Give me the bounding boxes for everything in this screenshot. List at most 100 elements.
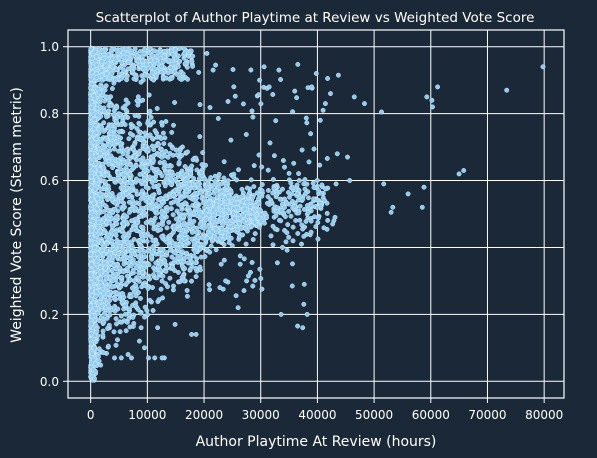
scatter-point bbox=[103, 266, 107, 270]
scatter-point bbox=[111, 255, 115, 259]
scatter-point bbox=[205, 247, 209, 251]
scatter-point bbox=[106, 291, 110, 295]
scatter-point bbox=[106, 196, 110, 200]
scatter-point bbox=[157, 298, 161, 302]
scatter-point bbox=[153, 268, 157, 272]
scatter-point bbox=[132, 237, 136, 241]
scatter-point bbox=[187, 256, 191, 260]
scatter-point bbox=[256, 93, 260, 97]
scatter-point bbox=[164, 171, 168, 175]
scatter-point bbox=[171, 213, 175, 217]
scatter-point bbox=[541, 65, 545, 69]
scatter-point bbox=[163, 49, 167, 53]
scatter-point bbox=[96, 252, 100, 256]
scatter-point bbox=[102, 109, 106, 113]
scatter-point bbox=[214, 227, 218, 231]
scatter-point bbox=[89, 144, 93, 148]
scatter-point bbox=[205, 208, 209, 212]
scatter-point bbox=[108, 144, 112, 148]
scatter-point bbox=[129, 125, 133, 129]
scatter-point bbox=[145, 239, 149, 243]
scatter-point bbox=[178, 46, 182, 50]
scatter-point bbox=[258, 208, 262, 212]
scatter-point bbox=[106, 344, 110, 348]
scatter-point bbox=[167, 220, 171, 224]
scatter-point bbox=[271, 177, 275, 181]
scatter-point bbox=[165, 209, 169, 213]
scatter-point bbox=[130, 49, 134, 53]
scatter-point bbox=[213, 174, 217, 178]
scatter-point bbox=[285, 231, 289, 235]
scatter-point bbox=[157, 170, 161, 174]
scatter-point bbox=[290, 284, 294, 288]
scatter-point bbox=[90, 197, 94, 201]
scatter-point bbox=[168, 276, 172, 280]
scatter-point bbox=[285, 248, 289, 252]
scatter-point bbox=[114, 78, 118, 82]
scatter-point bbox=[93, 240, 97, 244]
scatter-point bbox=[207, 201, 211, 205]
scatter-point bbox=[164, 196, 168, 200]
scatter-point bbox=[124, 303, 128, 307]
scatter-point bbox=[136, 255, 140, 259]
scatter-point bbox=[159, 247, 163, 251]
scatter-point bbox=[140, 236, 144, 240]
scatter-point bbox=[226, 99, 230, 103]
scatter-point bbox=[253, 231, 257, 235]
scatter-point bbox=[284, 201, 288, 205]
scatter-point bbox=[159, 136, 163, 140]
scatter-point bbox=[127, 316, 131, 320]
scatter-point bbox=[125, 168, 129, 172]
scatter-point bbox=[112, 147, 116, 151]
scatter-point bbox=[178, 59, 182, 63]
scatter-point bbox=[132, 166, 136, 170]
scatter-point bbox=[143, 305, 147, 309]
scatter-point bbox=[96, 196, 100, 200]
scatter-point bbox=[197, 176, 201, 180]
scatter-point bbox=[110, 268, 114, 272]
scatter-point bbox=[159, 120, 163, 124]
scatter-point bbox=[140, 59, 144, 63]
scatter-point bbox=[291, 185, 295, 189]
scatter-point bbox=[198, 268, 202, 272]
scatter-point bbox=[173, 251, 177, 255]
scatter-point bbox=[326, 218, 330, 222]
scatter-point bbox=[109, 48, 113, 52]
scatter-point bbox=[279, 208, 283, 212]
scatter-point bbox=[139, 80, 143, 84]
scatter-point bbox=[274, 119, 278, 123]
scatter-point bbox=[136, 59, 140, 63]
scatter-point bbox=[301, 197, 305, 201]
scatter-point bbox=[254, 204, 258, 208]
scatter-point bbox=[306, 196, 310, 200]
scatter-point bbox=[118, 48, 122, 52]
scatter-point bbox=[121, 270, 125, 274]
scatter-point bbox=[217, 172, 221, 176]
scatter-point bbox=[92, 213, 96, 217]
scatter-point bbox=[136, 103, 140, 107]
scatter-point bbox=[134, 177, 138, 181]
scatter-point bbox=[119, 285, 123, 289]
scatter-point bbox=[95, 178, 99, 182]
scatter-point bbox=[151, 177, 155, 181]
scatter-point bbox=[174, 217, 178, 221]
scatter-point bbox=[222, 258, 226, 262]
scatter-point bbox=[157, 190, 161, 194]
scatter-point bbox=[96, 311, 100, 315]
scatter-point bbox=[208, 195, 212, 199]
scatter-point bbox=[192, 198, 196, 202]
scatter-point bbox=[94, 161, 98, 165]
scatter-point bbox=[298, 218, 302, 222]
scatter-point bbox=[198, 222, 202, 226]
scatter-point bbox=[177, 228, 181, 232]
scatter-point bbox=[99, 304, 103, 308]
scatter-point bbox=[213, 63, 217, 67]
scatter-point bbox=[224, 184, 228, 188]
scatter-point bbox=[143, 182, 147, 186]
scatter-point bbox=[160, 256, 164, 260]
scatter-point bbox=[108, 313, 112, 317]
scatter-point bbox=[89, 236, 93, 240]
scatter-point bbox=[242, 207, 246, 211]
scatter-point bbox=[97, 202, 101, 206]
